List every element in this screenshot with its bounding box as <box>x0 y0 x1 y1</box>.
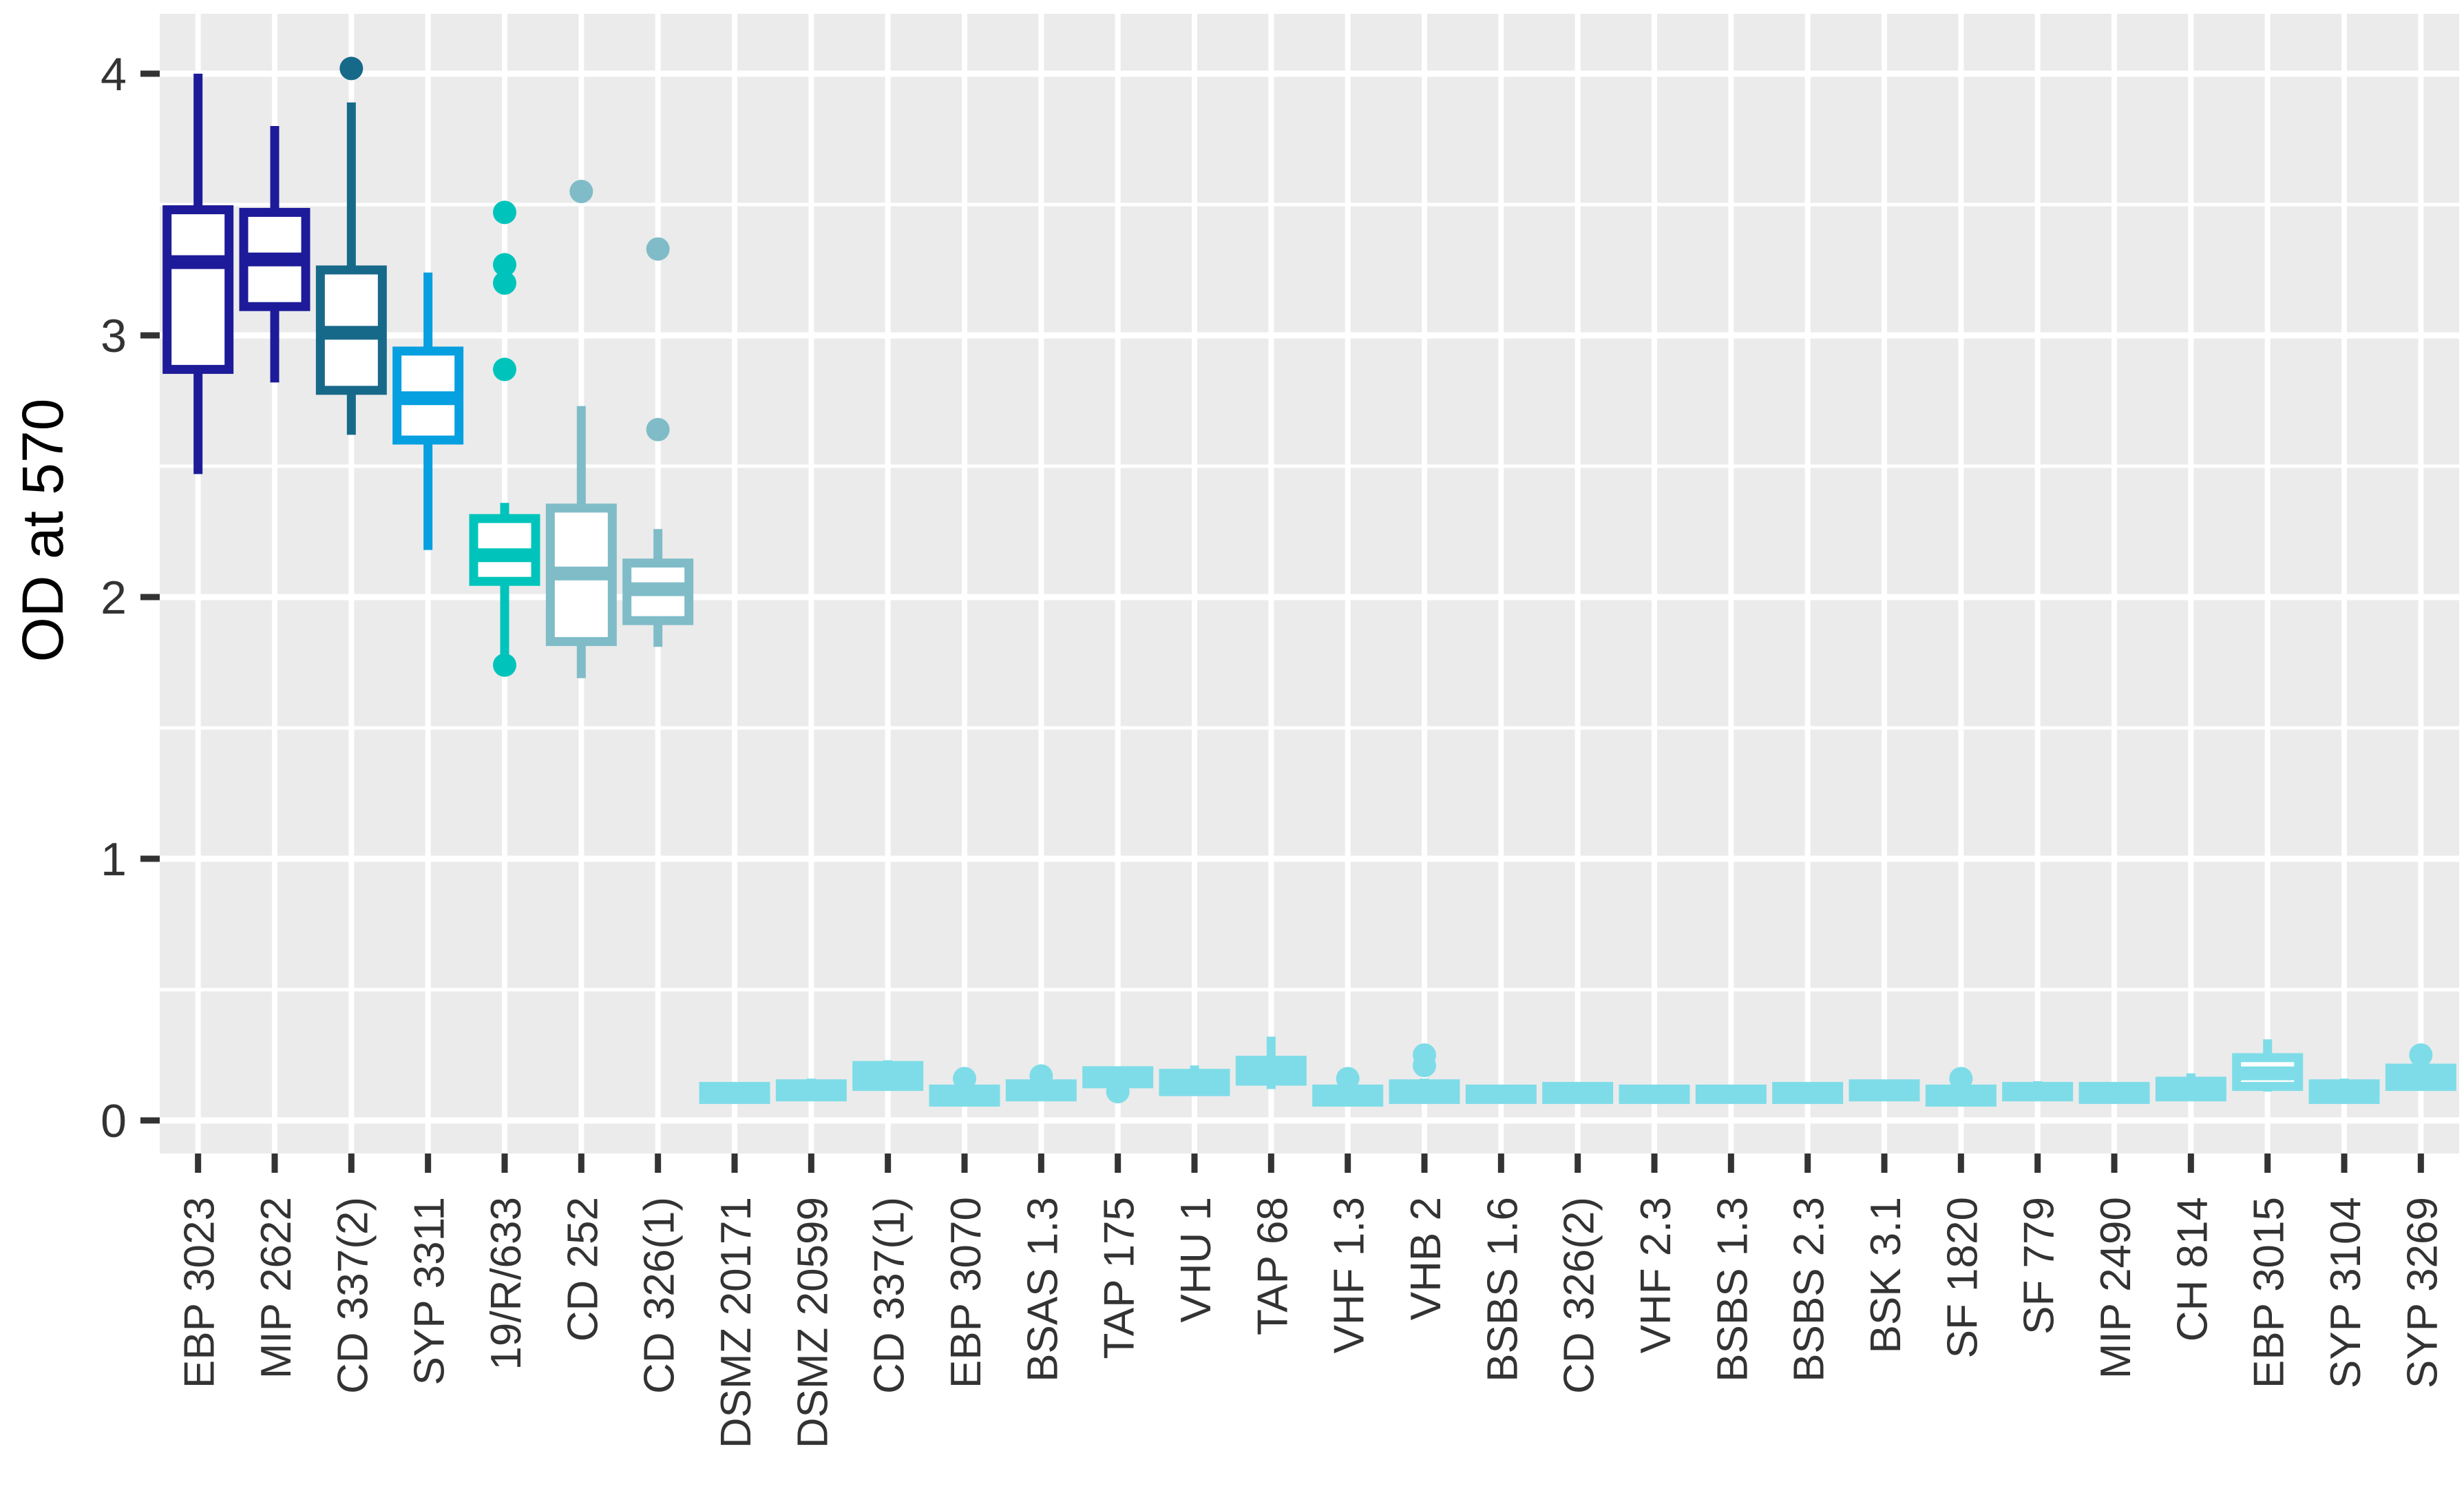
x-tick-label: BSAS 1.3 <box>1019 1197 1066 1382</box>
boxplot-vhf-2-3 <box>1619 1084 1690 1105</box>
outlier-point <box>1949 1067 1973 1091</box>
boxplot-cd-326-2- <box>1542 1082 1614 1105</box>
boxplot-vhu-1 <box>1159 1065 1230 1096</box>
x-tick-label: BSBS 1.6 <box>1479 1197 1526 1382</box>
x-tick-label: VHB 2 <box>1402 1197 1450 1320</box>
y-tick-label: 2 <box>101 572 127 624</box>
x-tick-label: SYP 3269 <box>2399 1197 2446 1388</box>
boxplot-cd-326-1- <box>622 237 694 647</box>
outlier-point <box>1106 1080 1130 1104</box>
y-tick-label: 0 <box>101 1095 127 1147</box>
x-tick-label: MIP 2622 <box>253 1197 300 1379</box>
x-tick-label: SYP 3104 <box>2322 1197 2370 1388</box>
x-tick-label: BSBS 1.3 <box>1709 1197 1756 1382</box>
boxplot-tap-68 <box>1235 1036 1307 1089</box>
x-tick-label: VHU 1 <box>1172 1197 1220 1323</box>
boxplot-ebp-3070 <box>929 1067 1000 1107</box>
x-tick-label: SF 779 <box>2016 1197 2063 1335</box>
outlier-point <box>493 357 516 382</box>
boxplot-bsbs-1-3 <box>1695 1084 1767 1105</box>
x-tick-label: SF 1820 <box>1939 1197 1986 1358</box>
boxplot-dsmz-20599 <box>775 1078 847 1102</box>
x-tick-label: BSK 3.1 <box>1862 1197 1910 1353</box>
x-tick-label: SYP 3311 <box>406 1197 454 1386</box>
boxplot-cd-337-1- <box>852 1060 924 1092</box>
boxplot-bsk-3-1 <box>1849 1079 1920 1102</box>
outlier-point <box>493 253 516 277</box>
x-tick-label: DSMZ 20171 <box>713 1197 760 1448</box>
boxplot-vhb-2 <box>1389 1043 1460 1105</box>
x-tick-label: EBP 3070 <box>943 1197 990 1388</box>
outlier-point <box>1336 1067 1360 1091</box>
x-tick-label: CD 252 <box>559 1197 607 1341</box>
x-tick-label: BSBS 2.3 <box>1786 1197 1833 1382</box>
boxplot-19-r-633 <box>469 200 540 677</box>
x-tick-label: VHF 1.3 <box>1326 1197 1373 1353</box>
x-tick-label: EBP 3015 <box>2246 1197 2293 1388</box>
boxplot-cd-337-2- <box>315 56 387 435</box>
x-tick-label: CD 337(1) <box>866 1197 914 1394</box>
y-tick-label: 4 <box>101 48 127 101</box>
boxplot-syp-3104 <box>2308 1078 2380 1105</box>
boxplot-mip-2490 <box>2078 1082 2150 1105</box>
boxplot-vhf-1-3 <box>1312 1067 1384 1107</box>
outlier-point <box>646 237 670 261</box>
x-tick-label: CD 337(2) <box>329 1197 377 1394</box>
boxplot-sf-1820 <box>1925 1067 1997 1107</box>
x-tick-label: VHF 2.3 <box>1632 1197 1680 1353</box>
boxplot-tap-175 <box>1082 1066 1154 1104</box>
boxplot-cd-252 <box>545 180 617 678</box>
boxplot-ch-814 <box>2155 1073 2226 1102</box>
outlier-point <box>493 200 516 225</box>
x-tick-label: DSMZ 20599 <box>789 1197 836 1448</box>
outlier-point <box>339 56 364 81</box>
boxplot-sf-779 <box>2002 1081 2074 1102</box>
boxplot-ebp-3023 <box>162 74 234 474</box>
boxplot-ebp-3015 <box>2232 1039 2304 1092</box>
y-tick-label: 3 <box>101 310 127 362</box>
boxplot-bsas-1-3 <box>1005 1064 1077 1102</box>
outlier-point <box>1413 1054 1436 1078</box>
boxplot-dsmz-20171 <box>699 1082 770 1105</box>
outlier-point <box>569 180 593 203</box>
outlier-point <box>646 417 670 441</box>
y-tick-label: 1 <box>101 833 127 886</box>
iqr-box <box>162 205 234 374</box>
outlier-point <box>1029 1064 1053 1088</box>
x-tick-label: EBP 3023 <box>176 1197 224 1388</box>
boxplot-bsbs-2-3 <box>1772 1082 1844 1105</box>
x-tick-label: TAP 68 <box>1249 1197 1296 1335</box>
x-tick-label: MIP 2490 <box>2092 1197 2140 1379</box>
x-tick-label: CD 326(2) <box>1556 1197 1603 1394</box>
x-tick-label: CH 814 <box>2169 1197 2216 1341</box>
boxplot-bsbs-1-6 <box>1465 1084 1537 1105</box>
outlier-point <box>493 653 516 677</box>
boxplot-syp-3311 <box>392 272 464 550</box>
outlier-point <box>493 271 516 295</box>
x-tick-label: TAP 175 <box>1096 1197 1144 1359</box>
boxplot-mip-2622 <box>239 126 310 383</box>
boxplot-syp-3269 <box>2385 1043 2456 1092</box>
x-tick-label: 19/R/633 <box>483 1197 530 1370</box>
outlier-point <box>2409 1043 2433 1067</box>
x-tick-label: CD 326(1) <box>636 1197 684 1394</box>
outlier-point <box>953 1067 976 1091</box>
y-axis-title: OD at 570 <box>10 398 75 662</box>
